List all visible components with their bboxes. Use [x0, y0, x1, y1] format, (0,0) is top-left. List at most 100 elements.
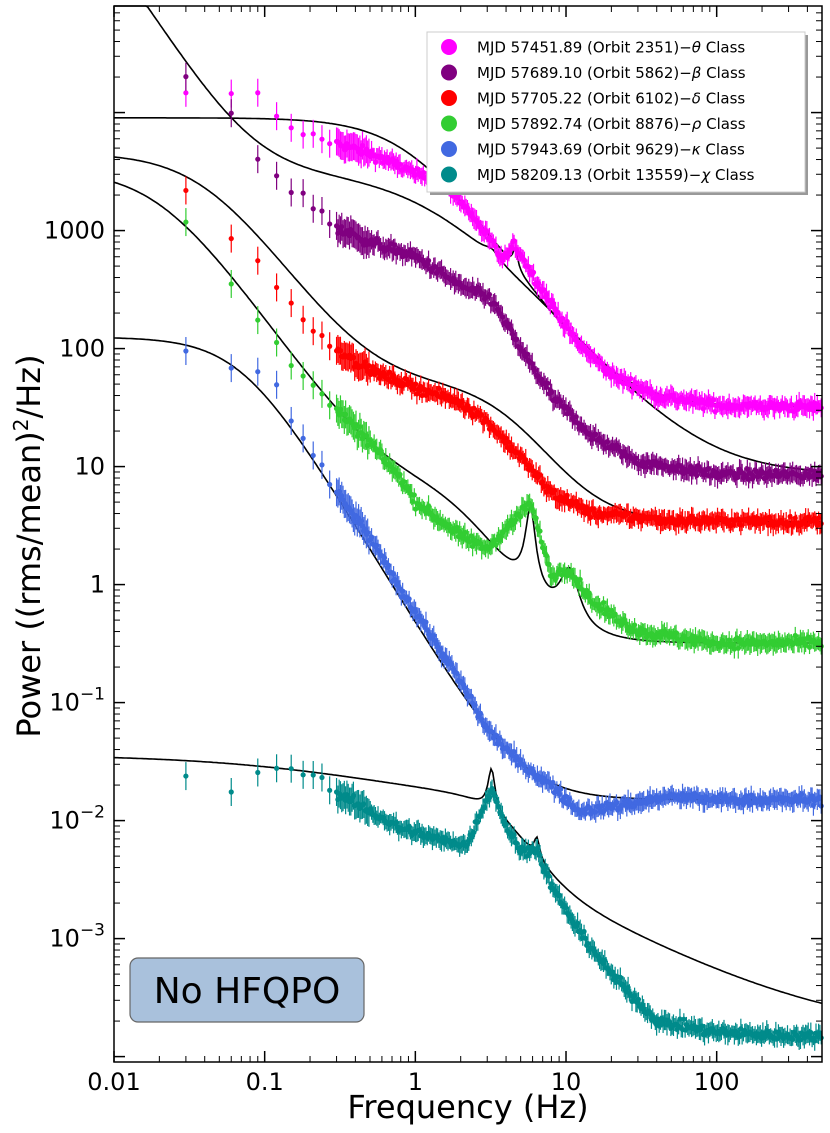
data-point	[255, 317, 261, 323]
data-point	[818, 803, 824, 809]
y-tick-label: 1	[90, 571, 105, 599]
data-point	[228, 90, 234, 97]
data-point	[319, 462, 325, 468]
legend-entry-tail: Class	[701, 90, 745, 108]
data-point	[300, 317, 306, 323]
data-point	[228, 365, 234, 371]
series-points	[183, 176, 824, 537]
data-point	[228, 235, 234, 242]
legend-box	[426, 31, 806, 193]
data-point	[228, 281, 234, 287]
legend-entry-main: MJD 58209.13 (Orbit 13559)−	[477, 166, 701, 184]
x-tick-label: 1	[408, 1068, 423, 1096]
x-tick-label: 100	[694, 1068, 740, 1096]
legend-entry-tail: Class	[701, 115, 745, 133]
data-point	[300, 373, 306, 379]
x-tick-label: 0.1	[246, 1068, 284, 1096]
data-point	[319, 391, 325, 397]
x-tick-labels: 0.01 0.1 1 10 100	[87, 1068, 739, 1096]
legend-entry: MJD 58209.13 (Orbit 13559)−χ Class	[477, 166, 755, 184]
legend-entry-main: MJD 57892.74 (Orbit 8876)−	[477, 115, 692, 133]
data-point	[558, 786, 564, 792]
data-point	[493, 732, 499, 738]
data-point	[387, 369, 393, 375]
data-point	[274, 113, 280, 119]
data-point	[436, 385, 442, 391]
data-point	[818, 405, 824, 411]
data-point	[530, 269, 537, 275]
legend-marker	[441, 115, 457, 132]
data-point	[319, 208, 325, 214]
data-point	[546, 561, 552, 567]
legend-marker	[441, 141, 457, 157]
data-point	[274, 284, 280, 291]
annotation-box	[129, 957, 365, 1023]
legend-entry-greek: κ	[692, 141, 701, 159]
data-point	[628, 375, 634, 382]
series-points	[183, 754, 824, 1051]
data-point	[183, 219, 189, 225]
legend-entry-greek: δ	[692, 90, 701, 108]
series-points	[183, 208, 824, 659]
data-point	[731, 646, 737, 652]
data-point	[300, 772, 306, 778]
data-point	[744, 466, 750, 472]
data-point	[288, 766, 294, 772]
data-point	[183, 773, 189, 779]
data-point	[681, 1016, 687, 1022]
data-point	[327, 343, 333, 349]
y-axis-label: Power ((rms/mean)2/Hz)	[9, 354, 48, 737]
legend-entry-greek: χ	[700, 166, 711, 184]
y-tick-label: 10−1	[49, 685, 105, 717]
data-point	[310, 206, 316, 212]
data-point	[327, 402, 333, 408]
data-point	[288, 362, 294, 369]
data-point	[471, 829, 477, 835]
y-tick-label: 10−2	[49, 803, 105, 835]
data-point	[300, 190, 306, 196]
data-point	[255, 156, 261, 162]
data-point	[183, 90, 189, 96]
data-point	[577, 576, 583, 583]
x-tick-label: 10	[551, 1068, 582, 1096]
annotation-text: No HFQPO	[154, 971, 341, 1012]
data-point	[183, 187, 189, 194]
data-point	[310, 328, 316, 334]
data-point	[183, 348, 189, 354]
data-point	[319, 774, 325, 781]
data-point	[537, 528, 543, 534]
y-axis-label-sup: 2	[9, 419, 33, 432]
legend-entry: MJD 57451.89 (Orbit 2351)−θ Class	[477, 39, 745, 57]
data-point	[545, 380, 551, 386]
annotation-badge: No HFQPO	[129, 957, 365, 1023]
legend-entry-greek: β	[691, 64, 702, 82]
legend-entry-tail: Class	[701, 39, 745, 57]
data-point	[310, 452, 316, 459]
data-point	[411, 492, 417, 498]
data-point	[288, 300, 294, 306]
data-point	[274, 173, 280, 179]
model-curve	[113, 756, 823, 1005]
data-point	[503, 435, 509, 441]
data-point	[310, 131, 316, 137]
data-point	[255, 369, 261, 375]
y-tick-label: 10−3	[49, 921, 105, 953]
data-point	[327, 221, 333, 227]
axis-ticks	[113, 5, 823, 1063]
y-tick-labels: 10−3 10−2 10−1 1 10 100 1000	[44, 217, 105, 953]
data-point	[255, 258, 261, 264]
data-point	[818, 1035, 824, 1041]
data-point	[183, 74, 189, 80]
legend-entry-tail: Class	[710, 166, 754, 184]
legend-entry-greek: ρ	[692, 115, 702, 133]
x-tick-label: 0.01	[87, 1068, 140, 1096]
legend-entry: MJD 57705.22 (Orbit 6102)−δ Class	[477, 90, 745, 108]
data-point	[274, 339, 280, 346]
plot-frame	[113, 5, 823, 1063]
legend-entry-main: MJD 57451.89 (Orbit 2351)−	[477, 39, 692, 57]
data-series	[183, 62, 824, 1051]
data-point	[319, 332, 325, 339]
data-point	[288, 418, 294, 424]
data-point	[310, 382, 316, 388]
